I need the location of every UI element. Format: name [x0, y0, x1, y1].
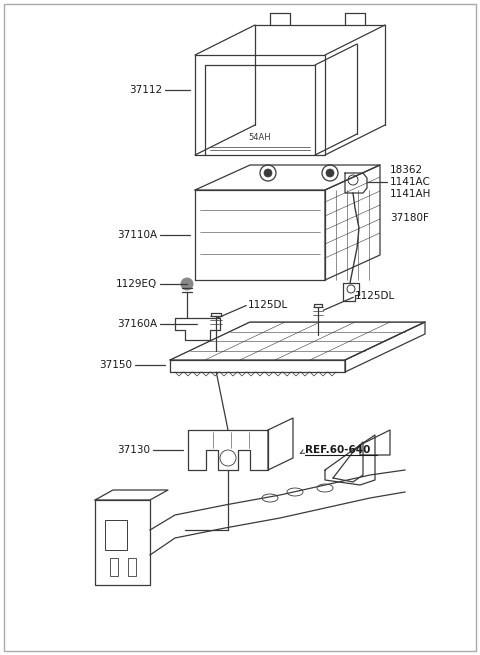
Circle shape [264, 169, 272, 177]
Text: 18362: 18362 [390, 165, 423, 175]
Bar [128, 558, 136, 576]
Text: 37110A: 37110A [117, 230, 157, 240]
Text: 37150: 37150 [99, 360, 132, 370]
Circle shape [326, 169, 334, 177]
Text: 1141AH: 1141AH [390, 189, 432, 199]
Text: 1141AC: 1141AC [390, 177, 431, 187]
Text: 1129EQ: 1129EQ [116, 279, 157, 289]
Text: 1125DL: 1125DL [248, 299, 288, 310]
Text: 37180F: 37180F [390, 213, 429, 223]
Text: 37160A: 37160A [117, 319, 157, 329]
Text: REF.60-640: REF.60-640 [305, 445, 371, 455]
Text: 37130: 37130 [117, 445, 150, 455]
Text: 54AH: 54AH [249, 132, 271, 141]
Text: 1125DL: 1125DL [355, 291, 396, 301]
Circle shape [181, 278, 193, 290]
Text: 37112: 37112 [129, 85, 162, 95]
Bar [110, 558, 118, 576]
Bar [105, 520, 127, 550]
